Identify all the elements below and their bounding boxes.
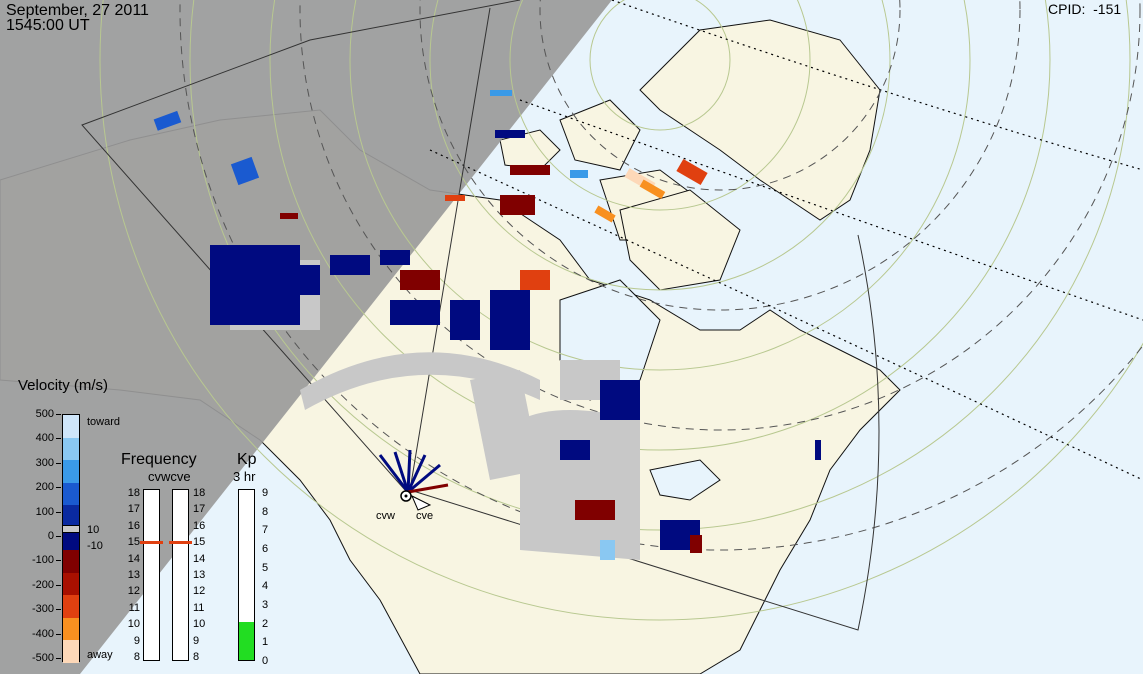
kp-tick: 7: [262, 524, 269, 537]
kp-tick: 5: [262, 561, 269, 574]
frequency-cvw-box: [140, 489, 163, 661]
velocity-cells-cvw: [153, 90, 550, 350]
geographic-latitude-circles: [179, 0, 1143, 551]
frequency-right-tick: 8: [193, 651, 200, 663]
time-label: 1545:00 UT: [6, 17, 90, 34]
velocity-color-segment: [63, 415, 79, 439]
frequency-subtitle: cvwcve: [148, 469, 191, 484]
frequency-left-tick: 10: [127, 618, 140, 631]
velocity-tick-mark: [56, 487, 61, 489]
frequency-title: Frequency: [121, 451, 197, 468]
frequency-right-tick: 11: [193, 601, 205, 614]
kp-tick: 6: [262, 543, 269, 555]
date-label: September, 27 2011: [6, 2, 149, 19]
velocity-title: Velocity (m/s): [18, 377, 109, 394]
cve-site: [411, 494, 432, 511]
frequency-left-tick: 11: [128, 601, 140, 614]
velocity-tick-label: 200: [35, 481, 54, 494]
frequency-left-tick: 17: [127, 503, 140, 516]
ground-scatter-lower: -10: [87, 540, 103, 552]
velocity-tick-mark: [56, 633, 61, 635]
frequency-left-tick: 8: [133, 651, 140, 663]
velocity-tick-label: -300: [31, 603, 54, 616]
ground-scatter-band: [63, 524, 79, 533]
velocity-colorbar: [62, 414, 80, 664]
frequency-left-tick: 13: [127, 569, 140, 581]
cvw-frequency-marker: [140, 541, 163, 545]
velocity-tick-label: 300: [35, 456, 54, 469]
baffin-island: [619, 189, 741, 291]
kp-tick: 1: [262, 636, 269, 649]
cvw-label: cvw: [376, 510, 395, 522]
frequency-right-tick: 9: [193, 634, 200, 647]
ground-scatter-upper: 10: [87, 524, 100, 536]
frequency-left-tick: 9: [133, 634, 140, 647]
velocity-tick-label: -200: [31, 578, 54, 591]
velocity-color-segment: [63, 595, 79, 619]
frequency-right-tick: 15: [193, 536, 206, 549]
velocity-color-segment: [63, 505, 79, 529]
velocity-tick-label: -400: [31, 627, 54, 640]
cve-frequency-marker: [169, 541, 192, 545]
frequency-left-tick: 14: [127, 552, 140, 565]
velocity-cells-cve: [445, 130, 821, 560]
near-range-fan: [378, 449, 449, 494]
velocity-color-segment: [63, 437, 79, 461]
kp-box: [238, 489, 255, 661]
frequency-right-tick: 16: [193, 519, 206, 532]
velocity-tick-mark: [56, 560, 61, 562]
velocity-color-segment: [63, 527, 79, 551]
velocity-color-segment: [63, 572, 79, 596]
velocity-tick-mark: [56, 414, 61, 415]
cve-fov: [409, 7, 880, 631]
frequency-right-tick: 14: [193, 552, 206, 565]
frequency-right-tick: 17: [193, 503, 206, 516]
frequency-left-tick: 15: [127, 536, 140, 549]
cpid-label: CPID: -151: [1048, 1, 1122, 17]
kp-tick: 9: [262, 487, 269, 499]
frequency-left-tick: 12: [127, 585, 140, 598]
cve-label: cve: [416, 510, 434, 522]
velocity-color-segment: [63, 460, 79, 484]
kp-tick: 8: [262, 505, 269, 518]
velocity-color-segment: [63, 617, 79, 641]
radar-site-markers: [400, 490, 432, 511]
kp-tick: 3: [262, 599, 269, 611]
velocity-tick-mark: [56, 536, 61, 537]
velocity-tick-label: 100: [35, 505, 54, 518]
velocity-tick-label: -500: [31, 652, 54, 664]
velocity-tick-label: 400: [35, 432, 54, 445]
velocity-color-segment: [63, 640, 79, 664]
velocity-color-segment: [63, 482, 79, 506]
velocity-tick-mark: [56, 658, 61, 659]
frequency-right-tick: 10: [193, 618, 206, 631]
velocity-tick-mark: [56, 609, 61, 611]
frequency-left-tick: 18: [127, 487, 140, 499]
velocity-tick-mark: [56, 438, 61, 440]
velocity-tick-mark: [56, 584, 61, 586]
kp-tick: 2: [262, 617, 269, 630]
cpid-value: -151: [1093, 1, 1122, 17]
frequency-right-tick: 13: [193, 569, 206, 581]
frequency-right-tick: 12: [193, 585, 206, 598]
kp-tick: 0: [262, 655, 269, 667]
toward-label: toward: [87, 416, 121, 428]
velocity-tick-label: 0: [47, 530, 54, 542]
kp-title: Kp: [237, 451, 257, 468]
frequency-cve-box: [169, 489, 192, 661]
great-lakes: [649, 459, 721, 501]
away-label: away: [87, 649, 113, 661]
frequency-left-tick: 16: [127, 519, 140, 532]
velocity-color-segment: [63, 550, 79, 574]
velocity-tick-mark: [56, 462, 61, 464]
velocity-tick-mark: [56, 511, 61, 513]
frequency-right-tick: 18: [193, 487, 206, 499]
kp-subtitle: 3 hr: [233, 469, 256, 484]
arctic-island-1: [499, 129, 561, 171]
kp-tick: 4: [262, 580, 269, 593]
kp-value-bar: [239, 622, 254, 660]
velocity-tick-label: -100: [31, 554, 54, 567]
velocity-tick-label: 500: [35, 408, 54, 420]
dotted-meridians: [429, 0, 1143, 481]
